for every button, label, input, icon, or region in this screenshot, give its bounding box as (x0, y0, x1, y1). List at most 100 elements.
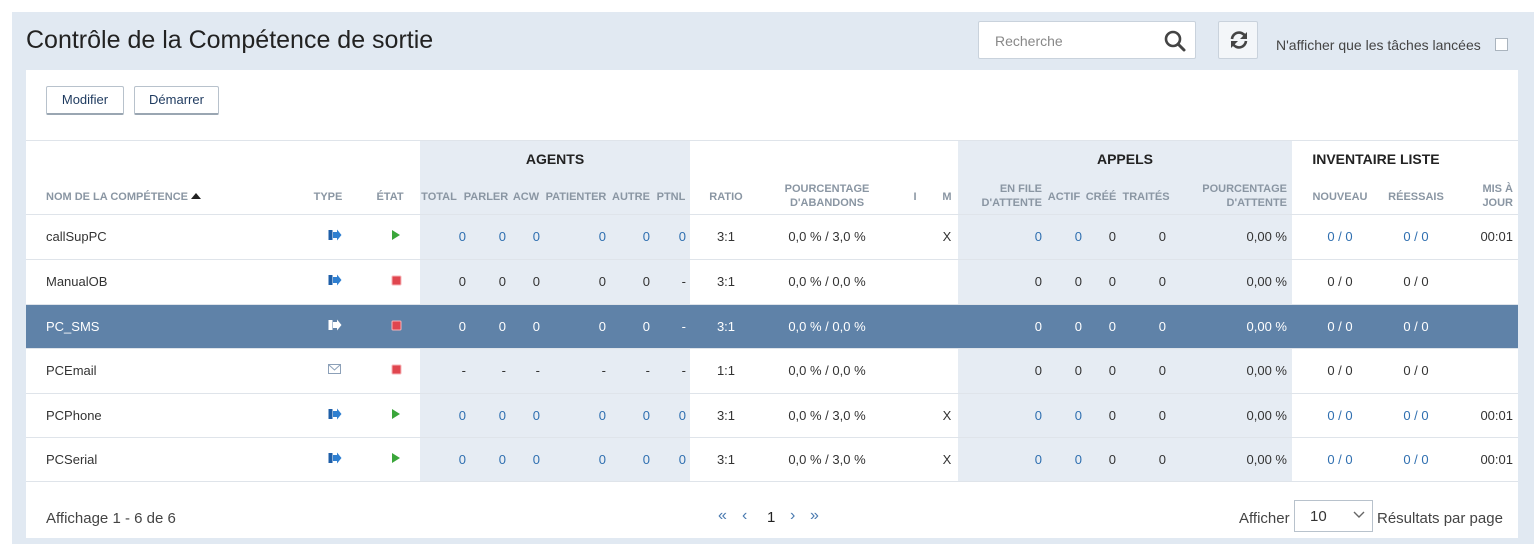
column-header-abandon[interactable]: POURCENTAGE D'ABANDONS (772, 182, 882, 210)
column-header-new[interactable]: NOUVEAU (1312, 191, 1368, 203)
cell-acw[interactable]: 0 (532, 229, 540, 244)
cell-total[interactable]: 0 (458, 408, 466, 423)
page-size-select[interactable]: 10 (1294, 500, 1373, 532)
play-icon[interactable] (391, 451, 401, 469)
cell-ptnl[interactable]: 0 (678, 408, 686, 423)
cell-queue[interactable]: 0 (1034, 452, 1042, 467)
cell-ptnl[interactable]: 0 (678, 229, 686, 244)
cell-new[interactable]: 0 / 0 (1327, 229, 1353, 244)
table-row[interactable]: PC_SMS 0 0 0 0 0 - 3:1 0,0 % / 0,0 % 0 0 0 0 0,00 % 0 … (26, 304, 1518, 348)
cell-retries[interactable]: 0 / 0 (1403, 229, 1429, 244)
column-header-queue[interactable]: EN FILE D'ATTENTE (970, 182, 1042, 210)
column-header-total[interactable]: TOTAL (421, 191, 457, 203)
column-header-m[interactable]: M (942, 191, 952, 203)
cell-talk: 0 (498, 319, 506, 334)
cell-queue[interactable]: 0 (1034, 229, 1042, 244)
column-header-ratio[interactable]: RATIO (709, 191, 743, 203)
table-row[interactable]: callSupPC 0 0 0 0 0 0 3:1 0,0 % / 3,0 % X 0 0 0 0 0,00… (26, 214, 1518, 258)
cell-wait: 0 (598, 319, 606, 334)
column-header-acw[interactable]: ACW (512, 191, 540, 203)
cell-retries[interactable]: 0 / 0 (1403, 452, 1429, 467)
next-page-icon[interactable]: › (790, 507, 796, 524)
play-icon[interactable] (391, 407, 401, 425)
column-header-wait-pct[interactable]: POURCENTAGE D'ATTENTE (1186, 182, 1287, 210)
cell-abandon: 0,0 % / 3,0 % (788, 408, 866, 423)
divider (26, 481, 1518, 482)
cell-other[interactable]: 0 (642, 229, 650, 244)
cell-wait[interactable]: 0 (598, 452, 606, 467)
column-header-retries[interactable]: RÉESSAIS (1388, 191, 1444, 203)
table-row[interactable]: PCPhone 0 0 0 0 0 0 3:1 0,0 % / 3,0 % X 0 0 0 0 0,00 %… (26, 393, 1518, 437)
stop-icon[interactable] (391, 273, 402, 291)
skill-name: ManualOB (46, 274, 108, 289)
cell-waitpct: 0,00 % (1246, 229, 1287, 244)
cell-active[interactable]: 0 (1074, 452, 1082, 467)
row-divider (26, 437, 1518, 438)
current-page[interactable]: 1 (767, 509, 776, 526)
search-placeholder: Recherche (995, 33, 1063, 49)
column-header-other[interactable]: AUTRE (612, 191, 650, 203)
column-header-state[interactable]: ÉTAT (376, 191, 404, 203)
start-button[interactable]: Démarrer (134, 86, 219, 115)
cell-ratio: 3:1 (716, 408, 736, 423)
column-header-wait[interactable]: PATIENTER (545, 191, 607, 203)
cell-created: 0 (1108, 408, 1116, 423)
first-page-icon[interactable]: « (718, 507, 727, 524)
cell-abandon: 0,0 % / 0,0 % (788, 274, 866, 289)
prev-page-icon[interactable]: ‹ (742, 507, 748, 524)
cell-ptnl[interactable]: 0 (678, 452, 686, 467)
search-icon[interactable] (1163, 29, 1187, 53)
cell-retries[interactable]: 0 / 0 (1403, 408, 1429, 423)
cell-total[interactable]: 0 (458, 229, 466, 244)
cell-queue: 0 (1034, 363, 1042, 378)
only-launched-checkbox[interactable] (1495, 38, 1508, 51)
cell-new[interactable]: 0 / 0 (1327, 452, 1353, 467)
cell-talk[interactable]: 0 (498, 229, 506, 244)
column-header-processed[interactable]: TRAITÉS (1122, 191, 1170, 203)
cell-talk[interactable]: 0 (498, 452, 506, 467)
cell-active[interactable]: 0 (1074, 229, 1082, 244)
column-header-ptnl[interactable]: PTNL (656, 191, 686, 203)
modify-button[interactable]: Modifier (46, 86, 124, 115)
divider (26, 140, 1518, 141)
cell-active[interactable]: 0 (1074, 408, 1082, 423)
cell-talk[interactable]: 0 (498, 408, 506, 423)
row-divider (26, 304, 1518, 305)
column-header-talk[interactable]: PARLER (463, 191, 509, 203)
search-input[interactable]: Recherche (978, 21, 1196, 59)
cell-ratio: 1:1 (716, 363, 736, 378)
skill-name: PCPhone (46, 408, 102, 423)
stop-icon[interactable] (391, 362, 402, 380)
stop-icon[interactable] (391, 318, 402, 336)
phone-outbound-icon (328, 273, 342, 291)
cell-queue[interactable]: 0 (1034, 408, 1042, 423)
cell-wait[interactable]: 0 (598, 408, 606, 423)
cell-abandon: 0,0 % / 0,0 % (788, 363, 866, 378)
column-header-abandon-line2: D'ABANDONS (789, 197, 865, 209)
cell-other[interactable]: 0 (642, 452, 650, 467)
cell-new[interactable]: 0 / 0 (1327, 408, 1353, 423)
play-icon[interactable] (391, 228, 401, 246)
cell-ratio: 3:1 (716, 229, 736, 244)
column-header-updated[interactable]: MIS À JOUR (1462, 182, 1513, 210)
column-header-name[interactable]: NOM DE LA COMPÉTENCE (46, 190, 201, 204)
phone-outbound-icon (328, 228, 342, 246)
cell-total[interactable]: 0 (458, 452, 466, 467)
cell-acw: 0 (532, 274, 540, 289)
cell-other[interactable]: 0 (642, 408, 650, 423)
cell-wait[interactable]: 0 (598, 229, 606, 244)
cell-ptnl: - (681, 319, 686, 334)
cell-wait: - (601, 363, 606, 378)
refresh-button[interactable] (1218, 21, 1258, 59)
column-header-i[interactable]: I (913, 191, 917, 203)
column-header-active[interactable]: ACTIF (1047, 191, 1081, 203)
table-row[interactable]: ManualOB 0 0 0 0 0 - 3:1 0,0 % / 0,0 % 0 0 0 0 0,00 %… (26, 259, 1518, 303)
refresh-icon (1230, 31, 1248, 49)
cell-acw[interactable]: 0 (532, 408, 540, 423)
column-header-type[interactable]: TYPE (313, 191, 343, 203)
column-header-created[interactable]: CRÉÉ (1085, 191, 1117, 203)
cell-acw[interactable]: 0 (532, 452, 540, 467)
table-row[interactable]: PCSerial 0 0 0 0 0 0 3:1 0,0 % / 3,0 % X 0 0 0 0 0,00 … (26, 437, 1518, 481)
table-row[interactable]: PCEmail - - - - - - 1:1 0,0 % / 0,0 % 0 0 0 0 0,00 % 0… (26, 348, 1518, 392)
last-page-icon[interactable]: » (810, 507, 819, 524)
